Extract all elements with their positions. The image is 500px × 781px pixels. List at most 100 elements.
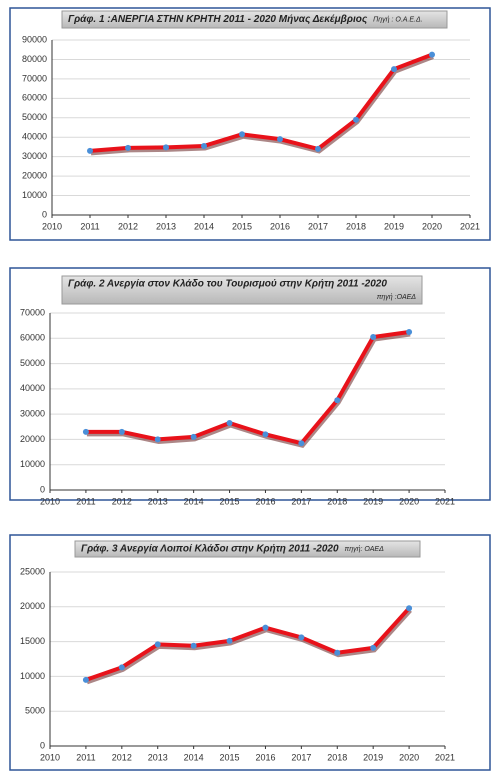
- y-tick-label: 80000: [22, 54, 47, 64]
- y-tick-label: 20000: [22, 170, 47, 180]
- x-tick-label: 2011: [76, 496, 95, 506]
- chart-source: πηγή :ΟΑΕΔ: [377, 294, 417, 301]
- x-tick-label: 2019: [363, 496, 383, 506]
- marker: [154, 436, 161, 443]
- marker: [315, 145, 321, 152]
- x-tick-label: 2017: [291, 752, 311, 762]
- marker: [429, 51, 435, 58]
- title-box: [74, 540, 421, 558]
- y-tick-label: 70000: [22, 73, 47, 83]
- x-tick-label: 2021: [460, 221, 480, 231]
- x-tick-label: 2020: [399, 752, 419, 762]
- marker: [277, 136, 283, 143]
- x-tick-label: 2014: [184, 496, 204, 506]
- x-tick-label: 2021: [435, 496, 455, 506]
- marker: [239, 131, 245, 138]
- y-tick-label: 10000: [20, 459, 45, 469]
- x-tick-label: 2015: [220, 752, 240, 762]
- x-tick-label: 2019: [363, 752, 383, 762]
- x-tick-label: 2020: [399, 496, 419, 506]
- marker: [391, 66, 397, 73]
- marker: [201, 142, 207, 149]
- marker: [353, 116, 359, 123]
- y-tick-label: 40000: [22, 132, 47, 142]
- line-shadow: [86, 608, 412, 685]
- x-tick-label: 2019: [384, 221, 404, 231]
- chart: Γράφ. 2 Ανεργία στον Κλάδο του Τουρισμού…: [9, 267, 491, 506]
- chart-frame: [9, 267, 491, 501]
- marker: [190, 642, 197, 649]
- y-tick-label: 20000: [20, 601, 45, 611]
- y-tick-label: 40000: [20, 383, 45, 393]
- x-tick-label: 2017: [291, 496, 311, 506]
- x-tick-label: 2020: [422, 221, 442, 231]
- x-tick-label: 2016: [255, 752, 275, 762]
- y-tick-label: 20000: [20, 434, 45, 444]
- y-tick-label: 10000: [22, 190, 47, 200]
- x-tick-label: 2012: [112, 496, 132, 506]
- y-tick-label: 30000: [22, 151, 47, 161]
- chart-title: Γράφ. 2 Ανεργία στον Κλάδο του Τουρισμού…: [68, 279, 387, 290]
- marker: [154, 641, 161, 648]
- x-tick-label: 2013: [156, 221, 176, 231]
- marker: [226, 419, 233, 426]
- x-tick-label: 2015: [232, 221, 252, 231]
- marker: [406, 605, 413, 612]
- chart: Γράφ. 3 Ανεργία Λοιποί Κλάδοι στην Κρήτη…: [9, 534, 491, 771]
- x-tick-label: 2011: [76, 752, 95, 762]
- title-box: [61, 10, 448, 29]
- x-tick-label: 2016: [270, 221, 290, 231]
- line: [85, 606, 411, 682]
- marker: [262, 624, 269, 631]
- chart-title: Γράφ. 1 :ΑΝΕΡΓΙΑ ΣΤΗΝ ΚΡΗΤΗ 2011 - 2020 …: [68, 14, 368, 25]
- y-tick-label: 60000: [20, 333, 45, 343]
- y-tick-label: 0: [40, 484, 45, 494]
- x-tick-label: 2018: [327, 752, 347, 762]
- y-tick-label: 50000: [20, 358, 45, 368]
- chart-source: πηγή: ΟΑΕΔ: [345, 546, 385, 553]
- marker: [163, 144, 169, 151]
- marker: [118, 428, 125, 435]
- x-tick-label: 2017: [308, 221, 328, 231]
- chart-frame: [9, 534, 491, 771]
- y-tick-label: 70000: [20, 307, 45, 317]
- x-tick-label: 2013: [148, 752, 168, 762]
- x-tick-label: 2015: [220, 496, 240, 506]
- x-tick-label: 2014: [184, 752, 204, 762]
- x-tick-label: 2018: [346, 221, 366, 231]
- line: [89, 52, 433, 153]
- marker: [82, 428, 89, 435]
- y-tick-label: 5000: [25, 706, 45, 716]
- marker: [406, 328, 413, 335]
- marker: [370, 334, 377, 341]
- title-box: [61, 275, 423, 305]
- x-tick-label: 2014: [194, 221, 214, 231]
- y-tick-label: 0: [42, 209, 47, 219]
- x-tick-label: 2018: [327, 496, 347, 506]
- line: [85, 329, 410, 446]
- x-tick-label: 2021: [435, 752, 455, 762]
- x-tick-label: 2010: [40, 496, 60, 506]
- x-tick-label: 2012: [118, 221, 138, 231]
- x-tick-label: 2013: [148, 496, 168, 506]
- chart-source: Πηγή : Ο.Α.Ε.Δ.: [373, 16, 422, 23]
- x-tick-label: 2010: [42, 221, 62, 231]
- y-tick-label: 25000: [20, 566, 45, 576]
- marker: [334, 397, 341, 404]
- marker: [298, 634, 305, 641]
- marker: [87, 147, 93, 154]
- x-tick-label: 2011: [80, 221, 99, 231]
- marker: [298, 440, 305, 447]
- x-tick-label: 2016: [255, 496, 275, 506]
- y-tick-label: 10000: [20, 671, 45, 681]
- marker: [125, 144, 131, 151]
- marker: [226, 637, 233, 644]
- marker: [118, 664, 125, 671]
- y-tick-label: 90000: [22, 34, 47, 44]
- y-tick-label: 60000: [22, 93, 47, 103]
- y-tick-label: 30000: [20, 409, 45, 419]
- x-tick-label: 2010: [40, 752, 60, 762]
- chart-title: Γράφ. 3 Ανεργία Λοιποί Κλάδοι στην Κρήτη…: [81, 544, 339, 555]
- marker: [262, 431, 269, 438]
